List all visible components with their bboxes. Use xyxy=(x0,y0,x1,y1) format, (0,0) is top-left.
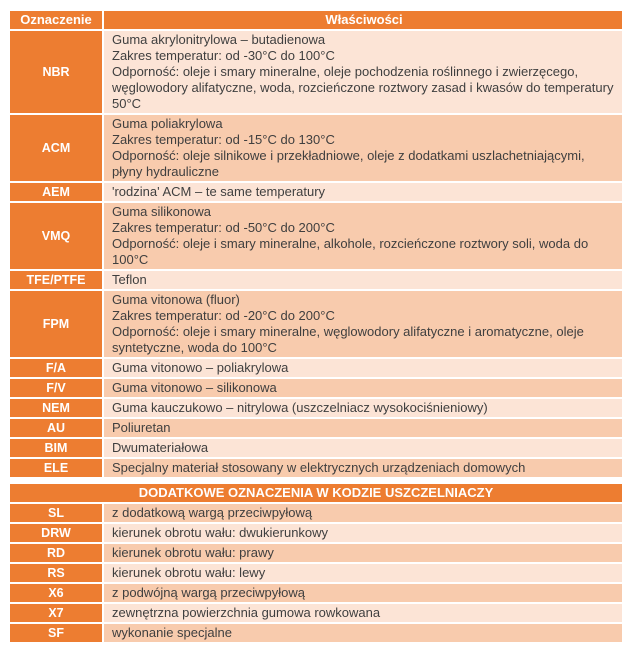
code-cell: X7 xyxy=(10,604,102,622)
table-row: NEM Guma kauczukowo – nitrylowa (uszczel… xyxy=(10,399,622,417)
table-row: ELE Specjalny materiał stosowany w elekt… xyxy=(10,459,622,477)
table-row: VMQ Guma silikonowa Zakres temperatur: o… xyxy=(10,203,622,269)
table-row: SL z dodatkową wargą przeciwpyłową xyxy=(10,504,622,522)
desc-cell: kierunek obrotu wału: prawy xyxy=(104,544,622,562)
code-cell: X6 xyxy=(10,584,102,602)
table-row: F/A Guma vitonowo – poliakrylowa xyxy=(10,359,622,377)
code-cell: ACM xyxy=(10,115,102,181)
column-header-properties: Właściwości xyxy=(104,11,622,29)
desc-cell: kierunek obrotu wału: dwukierunkowy xyxy=(104,524,622,542)
table-row: FPM Guma vitonowa (fluor) Zakres tempera… xyxy=(10,291,622,357)
section-header-additional-codes: DODATKOWE OZNACZENIA W KODZIE USZCZELNIA… xyxy=(10,484,622,502)
table-row: F/V Guma vitonowo – silikonowa xyxy=(10,379,622,397)
desc-cell: Guma vitonowo – poliakrylowa xyxy=(104,359,622,377)
table-row: DRW kierunek obrotu wału: dwukierunkowy xyxy=(10,524,622,542)
desc-cell: Teflon xyxy=(104,271,622,289)
code-cell: RD xyxy=(10,544,102,562)
desc-cell: 'rodzina' ACM – te same temperatury xyxy=(104,183,622,201)
code-cell: SL xyxy=(10,504,102,522)
code-cell: AU xyxy=(10,419,102,437)
desc-cell: Guma kauczukowo – nitrylowa (uszczelniac… xyxy=(104,399,622,417)
code-cell: NEM xyxy=(10,399,102,417)
seal-material-table: Oznaczenie Właściwości NBR Guma akryloni… xyxy=(10,11,622,642)
desc-cell: z dodatkową wargą przeciwpyłową xyxy=(104,504,622,522)
code-cell: AEM xyxy=(10,183,102,201)
code-cell: VMQ xyxy=(10,203,102,269)
table-row: ACM Guma poliakrylowa Zakres temperatur:… xyxy=(10,115,622,181)
desc-cell: z podwójną wargą przeciwpyłową xyxy=(104,584,622,602)
desc-cell: Specjalny materiał stosowany w elektrycz… xyxy=(104,459,622,477)
table-row: AEM 'rodzina' ACM – te same temperatury xyxy=(10,183,622,201)
table-row: X6 z podwójną wargą przeciwpyłową xyxy=(10,584,622,602)
table-header-row: Oznaczenie Właściwości xyxy=(10,11,622,29)
table-row: RS kierunek obrotu wału: lewy xyxy=(10,564,622,582)
code-cell: ELE xyxy=(10,459,102,477)
desc-cell: Guma akrylonitrylowa – butadienowa Zakre… xyxy=(104,31,622,113)
column-header-designation: Oznaczenie xyxy=(10,11,102,29)
desc-cell: Guma poliakrylowa Zakres temperatur: od … xyxy=(104,115,622,181)
code-cell: DRW xyxy=(10,524,102,542)
table-row: SF wykonanie specjalne xyxy=(10,624,622,642)
desc-cell: kierunek obrotu wału: lewy xyxy=(104,564,622,582)
code-cell: F/V xyxy=(10,379,102,397)
table-row: TFE/PTFE Teflon xyxy=(10,271,622,289)
desc-cell: Guma vitonowo – silikonowa xyxy=(104,379,622,397)
desc-cell: wykonanie specjalne xyxy=(104,624,622,642)
code-cell: FPM xyxy=(10,291,102,357)
code-cell: BIM xyxy=(10,439,102,457)
desc-cell: Poliuretan xyxy=(104,419,622,437)
table-row: BIM Dwumateriałowa xyxy=(10,439,622,457)
desc-cell: Dwumateriałowa xyxy=(104,439,622,457)
table-row: RD kierunek obrotu wału: prawy xyxy=(10,544,622,562)
desc-cell: zewnętrzna powierzchnia gumowa rowkowana xyxy=(104,604,622,622)
table-row: NBR Guma akrylonitrylowa – butadienowa Z… xyxy=(10,31,622,113)
desc-cell: Guma silikonowa Zakres temperatur: od -5… xyxy=(104,203,622,269)
code-cell: F/A xyxy=(10,359,102,377)
desc-cell: Guma vitonowa (fluor) Zakres temperatur:… xyxy=(104,291,622,357)
code-cell: NBR xyxy=(10,31,102,113)
table-row: AU Poliuretan xyxy=(10,419,622,437)
code-cell: TFE/PTFE xyxy=(10,271,102,289)
table-row: X7 zewnętrzna powierzchnia gumowa rowkow… xyxy=(10,604,622,622)
code-cell: RS xyxy=(10,564,102,582)
code-cell: SF xyxy=(10,624,102,642)
